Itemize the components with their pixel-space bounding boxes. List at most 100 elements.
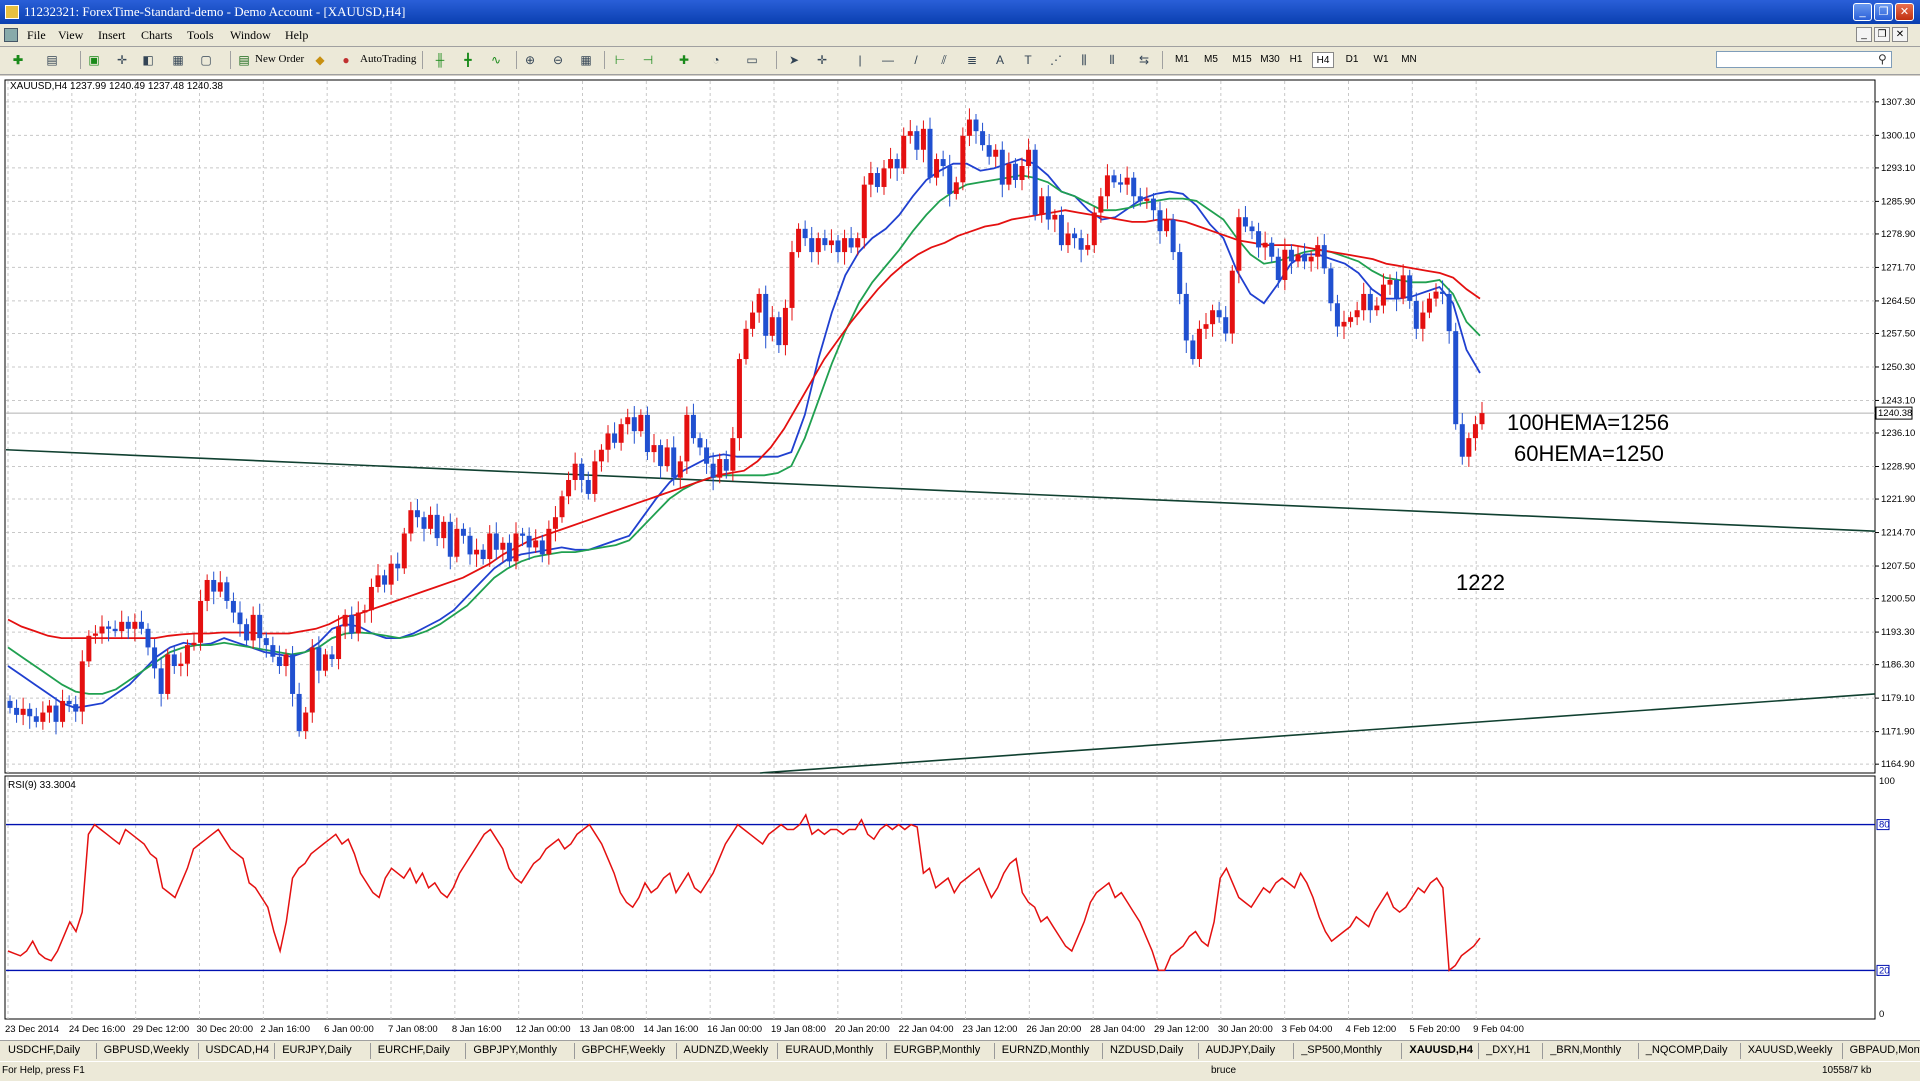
menu-charts[interactable]: Charts <box>141 28 173 42</box>
timeframe-mn[interactable]: MN <box>1401 54 1417 65</box>
chart-tab[interactable]: _DXY,H1 <box>1486 1044 1531 1056</box>
periods-icon[interactable]: ◔ <box>712 53 720 67</box>
price-chart[interactable]: 1307.30 1300.10 1293.10 1285.90 1278.90 1271.… <box>0 76 1920 1042</box>
fibo-fan-icon[interactable]: ⫼ <box>1081 53 1087 67</box>
chart-tab[interactable]: GBPUSD,Weekly <box>103 1044 189 1056</box>
chart-tab[interactable]: GBPJPY,Monthly <box>473 1044 557 1056</box>
zoom-out-icon[interactable]: ⊖ <box>552 53 564 67</box>
chart-tab[interactable]: EURAUD,Monthly <box>785 1044 874 1056</box>
candle <box>658 439 664 479</box>
chart-tab[interactable]: GBPCHF,Weekly <box>581 1044 666 1056</box>
chart-restore-button[interactable]: ❐ <box>1874 27 1890 42</box>
indicators-icon[interactable]: ✚ <box>678 53 690 67</box>
time-tick-label: 30 Dec 20:00 <box>197 1024 254 1035</box>
trendline-upper[interactable] <box>5 448 1876 532</box>
strategy-tester-icon[interactable]: ▢ <box>200 53 212 67</box>
navigator-icon[interactable]: ◧ <box>142 53 154 67</box>
menu-window[interactable]: Window <box>230 28 271 42</box>
candle-body <box>526 535 532 548</box>
horizontal-line-icon[interactable]: — <box>882 53 894 67</box>
chart-tab[interactable]: USDCAD,H4 <box>205 1044 270 1056</box>
candlestick-icon[interactable]: ╋ <box>464 53 472 67</box>
autotrading-icon[interactable]: ● <box>342 53 350 67</box>
new-order-icon[interactable]: ▤ <box>238 53 250 67</box>
chart-shift-icon[interactable]: ⊣ <box>642 53 654 67</box>
chart-tab[interactable]: NZDUSD,Daily <box>1110 1044 1184 1056</box>
chart-window-icon[interactable] <box>4 28 18 42</box>
candle <box>1144 187 1150 209</box>
timeframe-h4[interactable]: H4 <box>1312 52 1334 68</box>
vertical-line-icon[interactable]: | <box>858 53 862 67</box>
minimize-button[interactable]: _ <box>1853 3 1872 21</box>
bar-chart-icon[interactable]: ╫ <box>435 53 445 67</box>
crosshair-icon[interactable]: ✛ <box>816 53 828 67</box>
chart-tab[interactable]: GBPAUD,Monthly <box>1849 1044 1920 1056</box>
equidistant-channel-icon[interactable]: ⫽ <box>941 53 947 67</box>
chart-tab[interactable]: EURJPY,Daily <box>282 1044 352 1056</box>
gann-fan-icon[interactable]: ⋰ <box>1050 53 1062 67</box>
trendline-icon[interactable]: / <box>914 53 918 67</box>
chart-tab[interactable]: AUDNZD,Weekly <box>683 1044 769 1056</box>
text-label-icon[interactable]: T <box>1024 53 1032 67</box>
data-window-icon[interactable]: ✛ <box>116 53 128 67</box>
timeframe-m1[interactable]: M1 <box>1175 54 1189 65</box>
chart-tab[interactable]: EURCHF,Daily <box>377 1044 450 1056</box>
metaeditor-icon[interactable]: ◆ <box>315 53 325 67</box>
chart-close-button[interactable]: ✕ <box>1892 27 1908 42</box>
search-icon[interactable]: ⚲ <box>1878 52 1887 66</box>
chart-tab[interactable]: USDCHF,Daily <box>8 1044 81 1056</box>
chart-tab[interactable]: _SP500,Monthly <box>1301 1044 1382 1056</box>
auto-scroll-icon[interactable]: ⊢ <box>614 53 626 67</box>
arrows-icon[interactable]: ⇆ <box>1138 53 1150 67</box>
chart-tab[interactable]: EURNZD,Monthly <box>1001 1044 1090 1056</box>
fibonacci-icon[interactable]: ≣ <box>966 53 978 67</box>
terminal-icon[interactable]: ▦ <box>172 53 184 67</box>
timeframe-m5[interactable]: M5 <box>1204 54 1218 65</box>
chart-tab[interactable]: _NQCOMP,Daily <box>1645 1044 1728 1056</box>
time-tick-label: 24 Dec 16:00 <box>69 1024 126 1035</box>
timeframe-m30[interactable]: M30 <box>1260 54 1280 65</box>
new-order-button[interactable]: New Order <box>255 53 305 65</box>
zoom-in-icon[interactable]: ⊕ <box>524 53 536 67</box>
trendlines[interactable] <box>5 448 1876 774</box>
line-chart-icon[interactable]: ∿ <box>490 53 502 67</box>
candle <box>1361 282 1367 321</box>
timeframe-w1[interactable]: W1 <box>1373 54 1389 65</box>
candle <box>1374 297 1380 316</box>
cycle-lines-icon[interactable]: ⫴ <box>1109 53 1115 67</box>
menu-view[interactable]: View <box>58 28 84 42</box>
candle <box>158 657 164 707</box>
close-button[interactable]: ✕ <box>1895 3 1914 21</box>
menu-help[interactable]: Help <box>285 28 309 42</box>
chart-tab[interactable]: AUDJPY,Daily <box>1205 1044 1276 1056</box>
menu-insert[interactable]: Insert <box>98 28 126 42</box>
search-input[interactable] <box>1716 51 1892 68</box>
menu-tools[interactable]: Tools <box>187 28 214 42</box>
candle <box>1196 320 1202 367</box>
menu-file[interactable]: File <box>27 28 46 42</box>
chart-tab[interactable]: XAUUSD,H4 <box>1409 1044 1473 1056</box>
timeframe-d1[interactable]: D1 <box>1345 54 1359 65</box>
chart-tab[interactable]: XAUUSD,Weekly <box>1747 1044 1833 1056</box>
text-icon[interactable]: A <box>995 53 1004 67</box>
timeframe-m15[interactable]: M15 <box>1232 54 1252 65</box>
chart-window[interactable]: 1307.30 1300.10 1293.10 1285.90 1278.90 1271.… <box>0 76 1920 1042</box>
autotrading-button[interactable]: AutoTrading <box>360 53 417 65</box>
restore-button[interactable]: ❐ <box>1874 3 1893 21</box>
candle-body <box>171 654 177 667</box>
tile-windows-icon[interactable]: ▦ <box>580 53 592 67</box>
market-watch-icon[interactable]: ▣ <box>88 53 100 67</box>
chart-tab[interactable]: EURGBP,Monthly <box>893 1044 981 1056</box>
rsi-tick-label: 80 <box>1879 820 1890 831</box>
templates-icon[interactable]: ▭ <box>746 53 758 67</box>
cursor-icon[interactable]: ➤ <box>788 53 800 67</box>
new-chart-icon[interactable]: ✚ <box>12 53 24 67</box>
chart-tab[interactable]: _BRN,Monthly <box>1550 1044 1622 1056</box>
trendline-lower[interactable] <box>759 693 1876 774</box>
timeframe-h1[interactable]: H1 <box>1289 54 1303 65</box>
candle-body <box>999 149 1005 185</box>
candle-body <box>1190 340 1196 360</box>
chart-minimize-button[interactable]: _ <box>1856 27 1872 42</box>
profiles-icon[interactable]: ▤ <box>46 53 58 67</box>
candle <box>119 610 125 640</box>
